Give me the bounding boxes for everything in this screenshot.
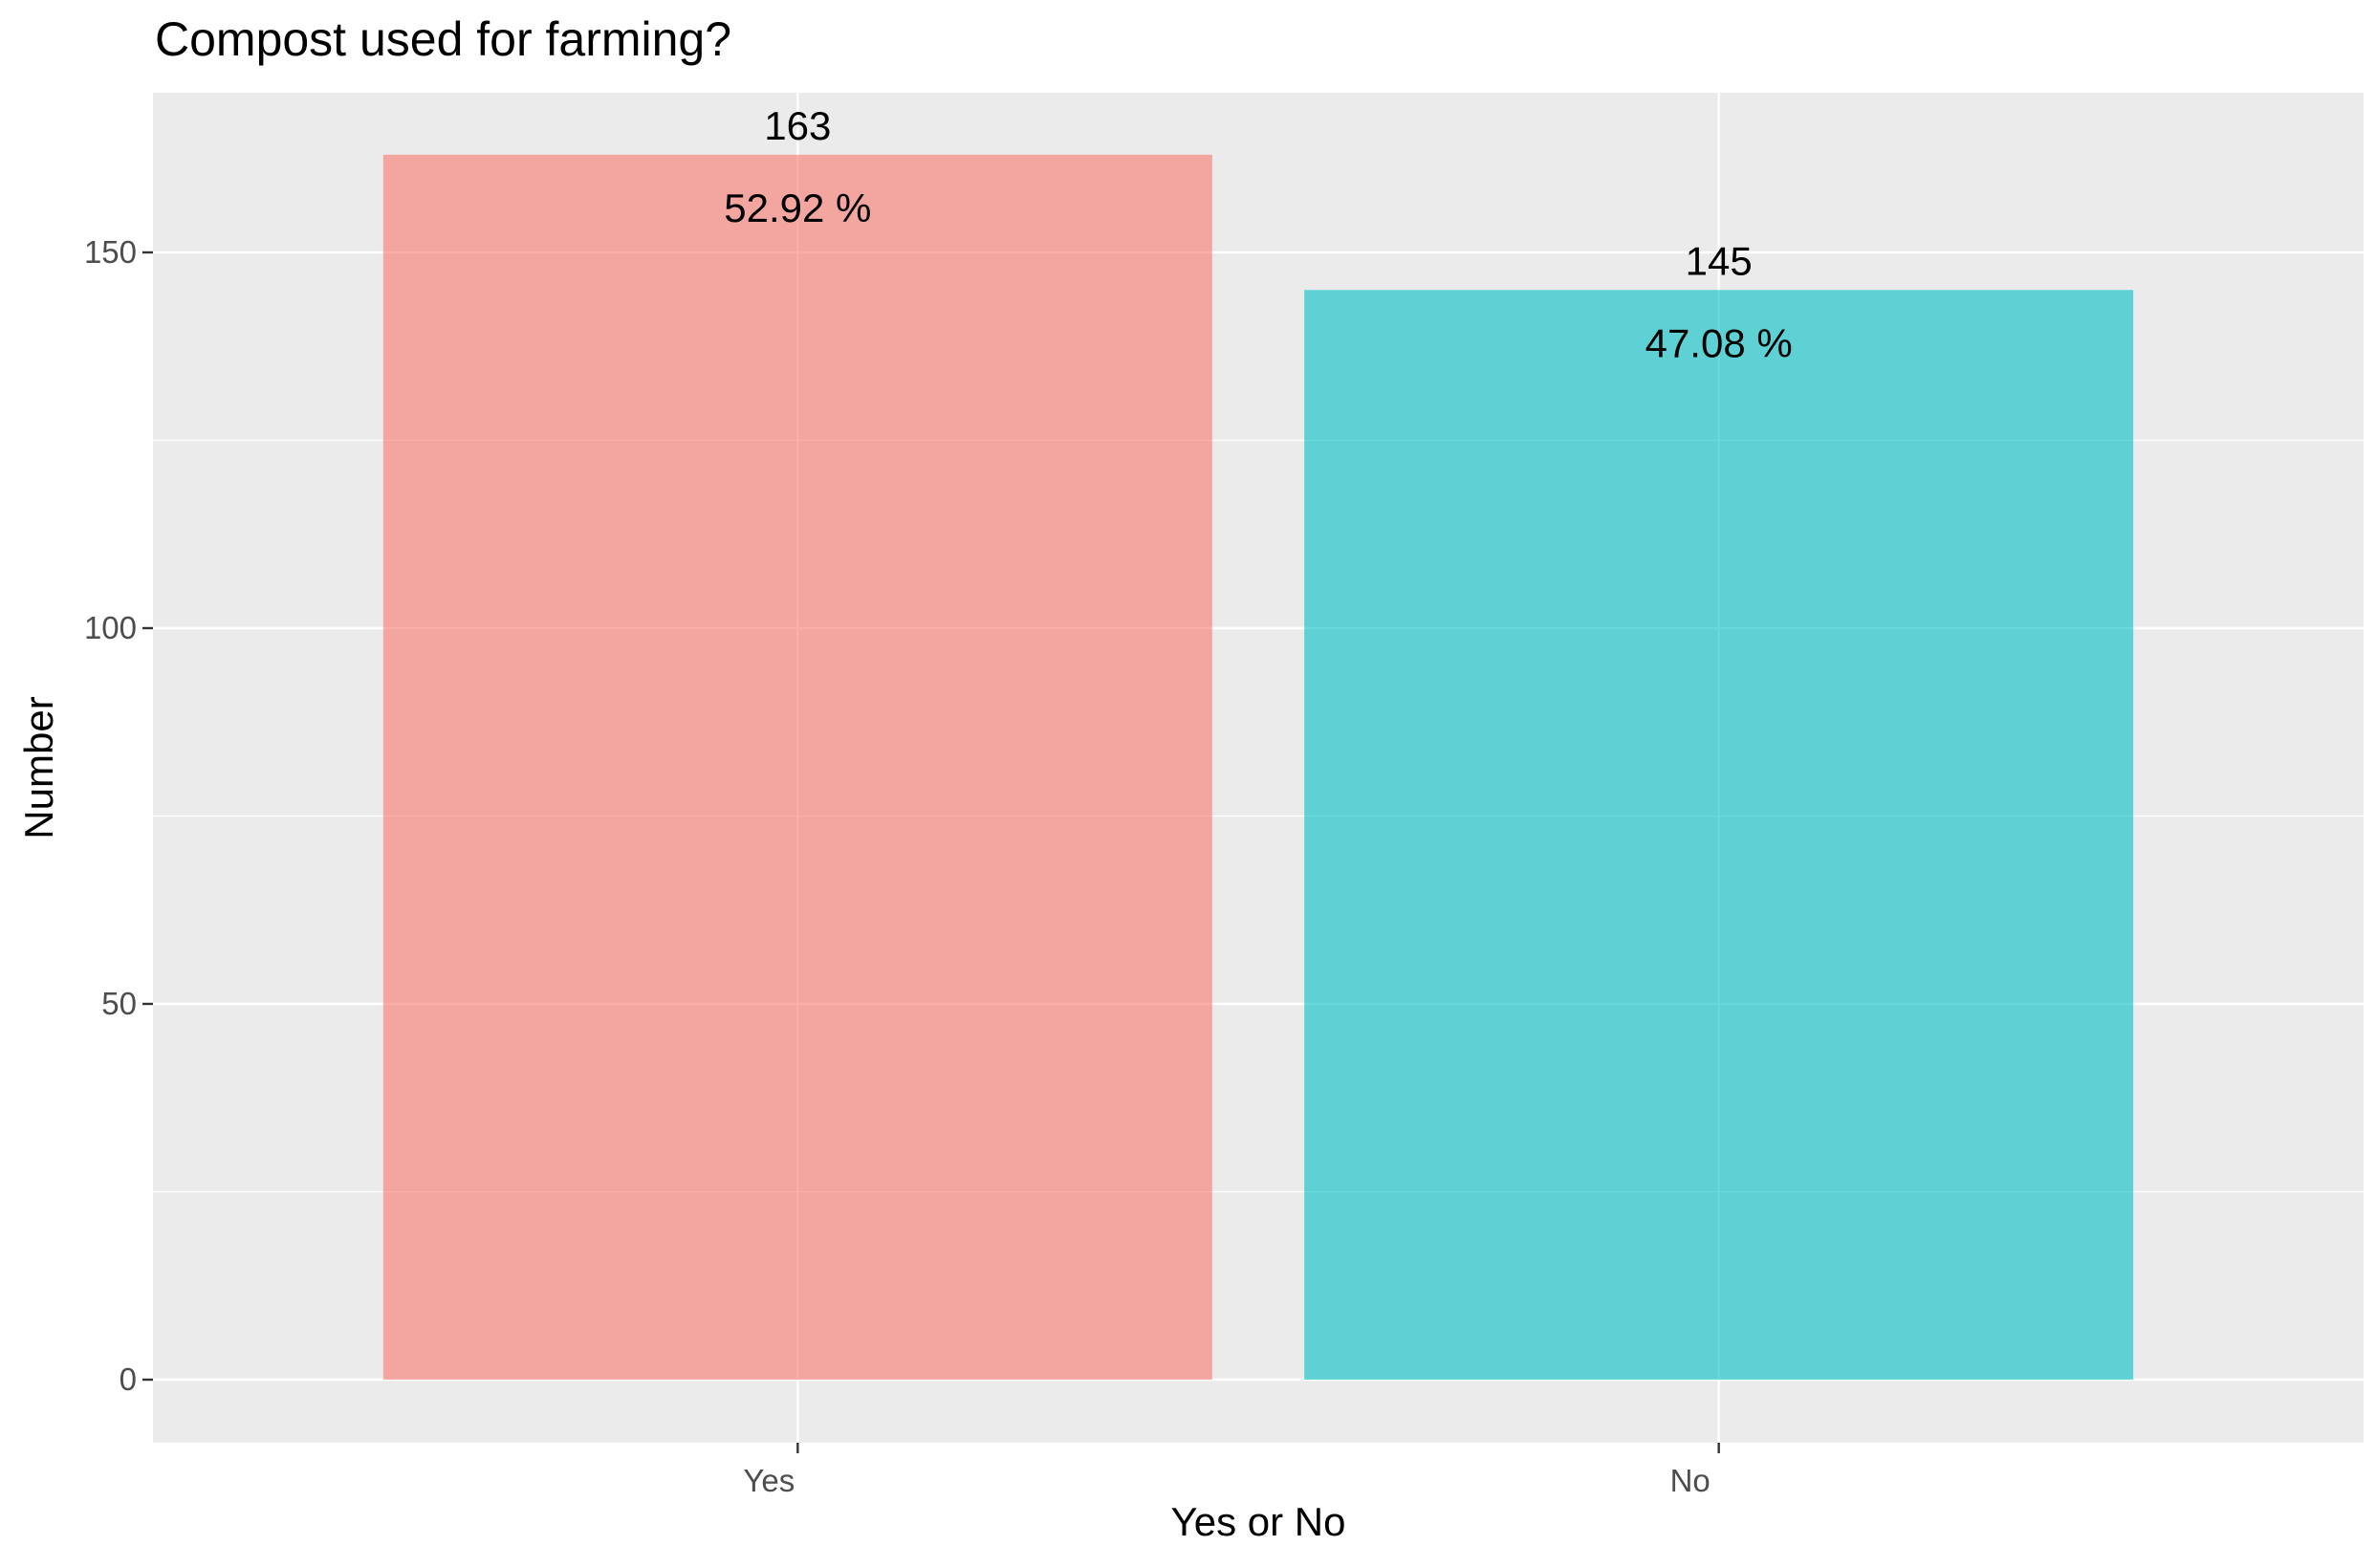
count-label: 145 (1686, 238, 1753, 283)
y-tick-label: 100 (84, 610, 137, 645)
y-axis: 0 50 100 150 (84, 234, 153, 1397)
bar-no (1304, 290, 2134, 1380)
bars (382, 154, 2134, 1380)
percent-label: 47.08 % (1645, 320, 1793, 365)
x-tick-label: No (1670, 1463, 1710, 1498)
x-axis: Yes No (743, 1443, 1720, 1498)
y-tick-label: 0 (120, 1361, 137, 1397)
x-axis-title: Yes or No (1171, 1499, 1346, 1544)
x-tick-label: Yes (743, 1463, 795, 1498)
y-axis-title: Number (16, 696, 61, 838)
y-tick-label: 50 (101, 986, 137, 1021)
bar-labels: 163 52.92 % 145 47.08 % (724, 103, 1792, 365)
count-label: 163 (764, 103, 831, 148)
y-tick-label: 150 (84, 234, 137, 270)
chart-title: Compost used for farming? (155, 12, 731, 66)
percent-label: 52.92 % (724, 185, 871, 230)
bar-yes (382, 154, 1212, 1380)
